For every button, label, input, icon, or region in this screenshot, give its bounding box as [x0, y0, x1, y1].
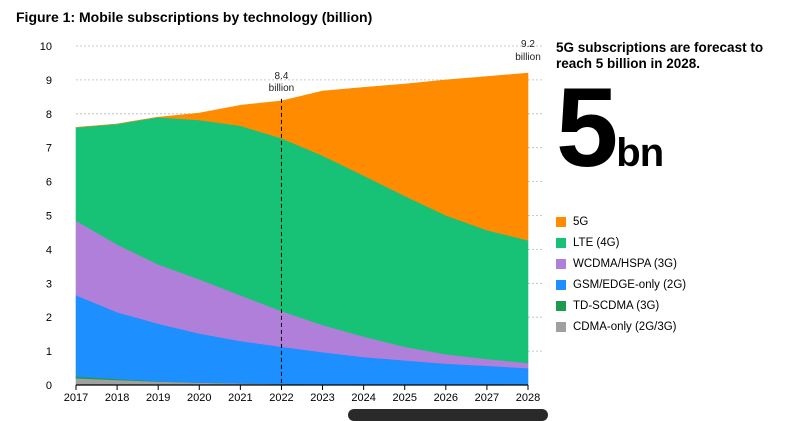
x-tick-label: 2028 — [516, 392, 540, 404]
x-tick-label: 2020 — [187, 392, 211, 404]
big-number-callout: 5bn — [556, 72, 664, 184]
forecast-text: 5G subscriptions are forecast to reach 5… — [556, 40, 764, 71]
x-tick-label: 2026 — [434, 392, 458, 404]
y-tick-label: 1 — [46, 346, 52, 358]
legend-item: WCDMA/HSPA (3G) — [556, 254, 686, 274]
legend-item: GSM/EDGE-only (2G) — [556, 275, 686, 295]
y-tick-label: 0 — [46, 380, 52, 392]
y-tick-label: 8 — [46, 109, 52, 121]
legend-label: TD-SCDMA (3G) — [573, 300, 660, 312]
figure-title: Figure 1: Mobile subscriptions by techno… — [16, 9, 373, 25]
x-tick-label: 2027 — [475, 392, 499, 404]
x-tick-label: 2024 — [351, 392, 375, 404]
annotation-unit: billion — [515, 52, 541, 63]
y-tick-label: 10 — [40, 41, 52, 53]
legend-item: LTE (4G) — [556, 233, 686, 253]
legend-label: WCDMA/HSPA (3G) — [573, 258, 677, 270]
y-tick-label: 3 — [46, 278, 52, 290]
legend-item: TD-SCDMA (3G) — [556, 296, 686, 316]
legend-swatch — [556, 238, 566, 248]
x-tick-label: 2019 — [146, 392, 170, 404]
legend-swatch — [556, 322, 566, 332]
area-5g — [75, 72, 529, 241]
legend-item: CDMA-only (2G/3G) — [556, 317, 686, 337]
x-tick-label: 2017 — [64, 392, 88, 404]
x-tick-label: 2022 — [269, 392, 293, 404]
x-tick-label: 2023 — [310, 392, 334, 404]
area-layer — [75, 72, 529, 386]
y-tick-label: 6 — [46, 177, 52, 189]
legend: 5G LTE (4G) WCDMA/HSPA (3G) GSM/EDGE-only (… — [556, 212, 686, 338]
x-tick-label: 2018 — [105, 392, 129, 404]
legend-label: GSM/EDGE-only (2G) — [573, 279, 687, 291]
legend-item: 5G — [556, 212, 686, 232]
legend-label: LTE (4G) — [573, 237, 620, 249]
legend-swatch — [556, 280, 566, 290]
annotation-value: 8.4 — [275, 71, 289, 82]
legend-swatch — [556, 259, 566, 269]
big-number-value: 5 — [556, 65, 618, 190]
legend-swatch — [556, 217, 566, 227]
annotation-value: 9.2 — [521, 39, 535, 50]
y-tick-label: 4 — [46, 244, 52, 256]
legend-label: 5G — [573, 216, 589, 228]
y-tick-label: 9 — [46, 75, 52, 87]
axis-layer: 0 1 2 3 4 5 6 7 8 9 10 2017 2018 2019 2020 2021 2022 2023… — [40, 41, 540, 404]
legend-swatch — [556, 301, 566, 311]
big-number-unit: bn — [616, 131, 664, 175]
annotation-unit: billion — [269, 83, 295, 94]
y-tick-label: 2 — [46, 312, 52, 324]
legend-label: CDMA-only (2G/3G) — [573, 321, 677, 333]
y-tick-label: 7 — [46, 143, 52, 155]
scroll-indicator — [348, 409, 548, 421]
y-tick-label: 5 — [46, 211, 52, 223]
x-tick-label: 2021 — [228, 392, 252, 404]
x-tick-label: 2025 — [392, 392, 416, 404]
